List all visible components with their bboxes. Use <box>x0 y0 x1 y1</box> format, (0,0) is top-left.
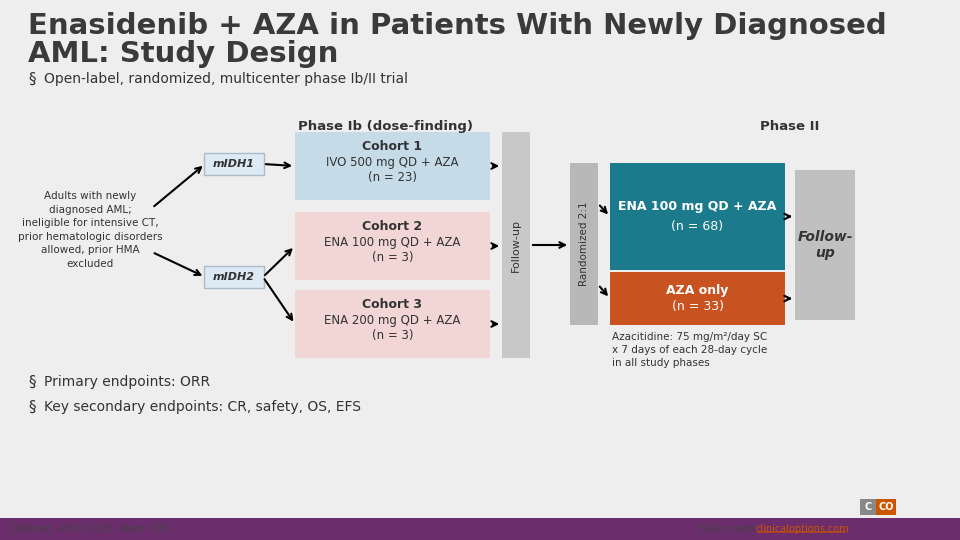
Text: AML: Study Design: AML: Study Design <box>28 40 338 68</box>
Text: ENA 100 mg QD + AZA: ENA 100 mg QD + AZA <box>618 200 777 213</box>
FancyBboxPatch shape <box>204 266 264 288</box>
Text: Slide credit:: Slide credit: <box>700 524 761 534</box>
Text: Primary endpoints: ORR: Primary endpoints: ORR <box>44 375 210 389</box>
FancyBboxPatch shape <box>795 170 855 320</box>
Bar <box>0 518 960 540</box>
Text: mIDH2: mIDH2 <box>213 272 255 282</box>
Text: Azacitidine: 75 mg/m²/day SC
x 7 days of each 28-day cycle
in all study phases: Azacitidine: 75 mg/m²/day SC x 7 days of… <box>612 332 767 368</box>
Text: ENA 100 mg QD + AZA
(n = 3): ENA 100 mg QD + AZA (n = 3) <box>324 236 461 264</box>
Text: (n = 33): (n = 33) <box>671 300 724 313</box>
Text: Open-label, randomized, multicenter phase Ib/II trial: Open-label, randomized, multicenter phas… <box>44 72 408 86</box>
Text: Enasidenib + AZA in Patients With Newly Diagnosed: Enasidenib + AZA in Patients With Newly … <box>28 12 887 40</box>
Text: Cohort 2: Cohort 2 <box>363 220 422 233</box>
Text: Cohort 3: Cohort 3 <box>363 298 422 311</box>
Text: Randomized 2:1: Randomized 2:1 <box>579 201 589 286</box>
Text: Phase II: Phase II <box>760 120 820 133</box>
Text: Follow-
up: Follow- up <box>797 230 852 260</box>
FancyBboxPatch shape <box>570 163 598 325</box>
Text: DiNardo. ASCO 2020. Abstr 7501.: DiNardo. ASCO 2020. Abstr 7501. <box>12 524 176 534</box>
Text: Follow-up: Follow-up <box>511 219 521 272</box>
Text: (n = 68): (n = 68) <box>671 220 724 233</box>
FancyBboxPatch shape <box>610 272 785 325</box>
FancyBboxPatch shape <box>295 132 490 200</box>
Text: C: C <box>864 502 872 512</box>
Text: IVO 500 mg QD + AZA
(n = 23): IVO 500 mg QD + AZA (n = 23) <box>326 156 459 184</box>
Text: §: § <box>28 375 36 390</box>
Text: AZA only: AZA only <box>666 284 729 297</box>
FancyBboxPatch shape <box>876 499 896 515</box>
FancyBboxPatch shape <box>860 499 876 515</box>
FancyBboxPatch shape <box>610 163 785 270</box>
Text: Adults with newly
diagnosed AML;
ineligible for intensive CT,
prior hematologic : Adults with newly diagnosed AML; ineligi… <box>17 191 162 269</box>
Text: Key secondary endpoints: CR, safety, OS, EFS: Key secondary endpoints: CR, safety, OS,… <box>44 400 361 414</box>
Text: Cohort 1: Cohort 1 <box>363 140 422 153</box>
FancyBboxPatch shape <box>204 153 264 175</box>
Text: mIDH1: mIDH1 <box>213 159 255 169</box>
Text: CO: CO <box>878 502 894 512</box>
FancyBboxPatch shape <box>295 212 490 280</box>
Text: §: § <box>28 400 36 415</box>
Text: ENA 200 mg QD + AZA
(n = 3): ENA 200 mg QD + AZA (n = 3) <box>324 314 461 342</box>
Text: Phase Ib (dose-finding): Phase Ib (dose-finding) <box>298 120 472 133</box>
Text: §: § <box>28 72 36 87</box>
Text: clinicaloptions.com: clinicaloptions.com <box>755 524 849 534</box>
FancyBboxPatch shape <box>295 290 490 358</box>
FancyBboxPatch shape <box>502 132 530 358</box>
